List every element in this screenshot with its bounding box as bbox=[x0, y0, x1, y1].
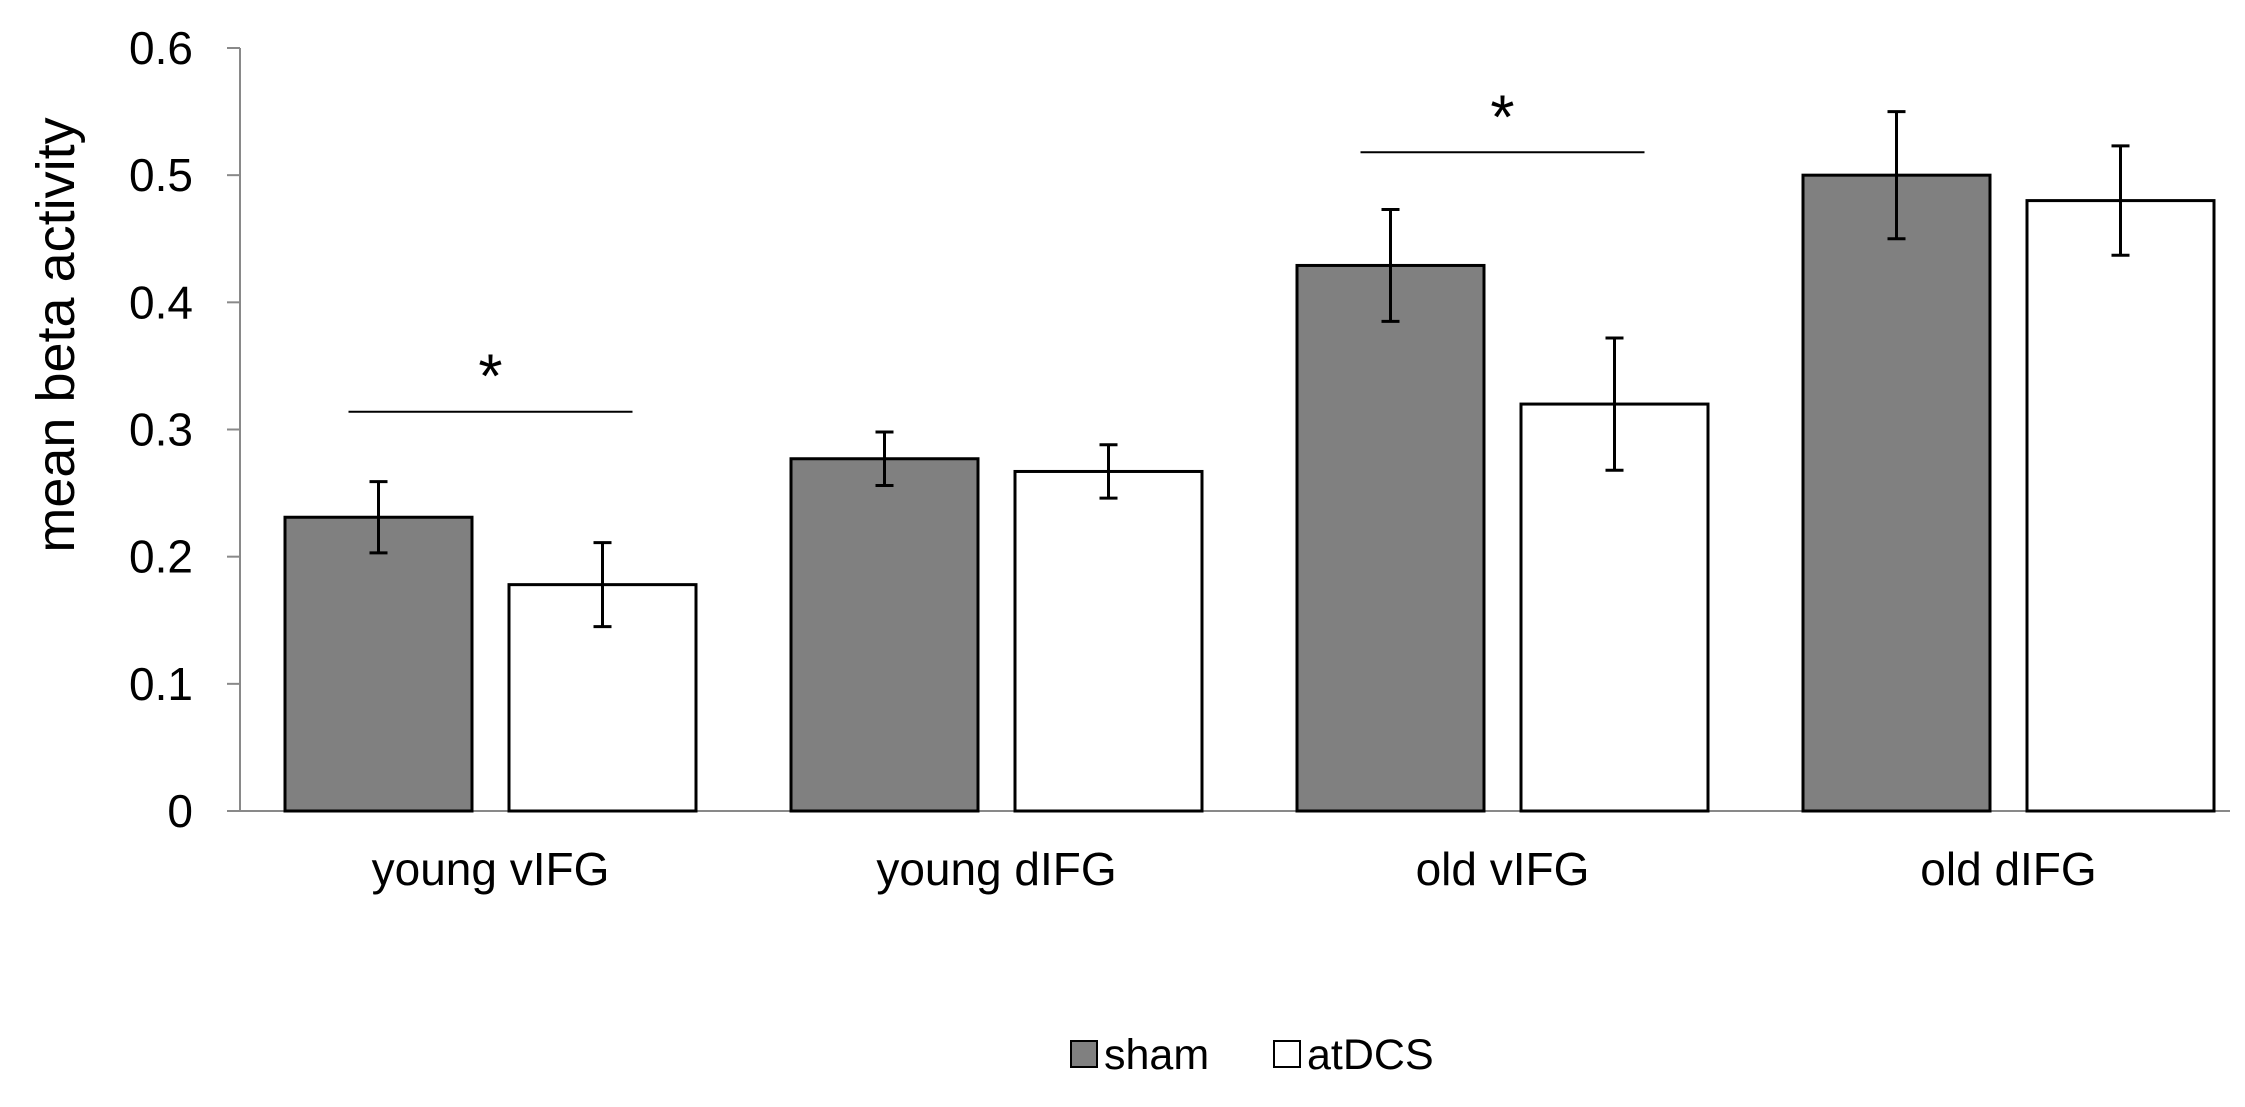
bar bbox=[1295, 263, 1486, 813]
significance-marker: * bbox=[478, 343, 502, 412]
y-tick-label: 0 bbox=[167, 785, 193, 837]
legend-label: atDCS bbox=[1307, 1031, 1434, 1079]
y-tick-label: 0.1 bbox=[129, 658, 193, 710]
significance-marker: * bbox=[1490, 83, 1514, 152]
legend: sham atDCS bbox=[1070, 1031, 1434, 1079]
category-label: young vIFG bbox=[372, 843, 610, 895]
category-label: old dIFG bbox=[1920, 843, 2096, 895]
y-tick-label: 0.4 bbox=[129, 276, 193, 328]
bar bbox=[1801, 173, 1992, 813]
bar bbox=[1519, 402, 1710, 813]
y-tick-label: 0.3 bbox=[129, 404, 193, 456]
bar bbox=[1013, 469, 1204, 813]
legend-label: sham bbox=[1104, 1031, 1209, 1079]
significance-annotations: ** bbox=[348, 83, 1645, 413]
legend-swatch bbox=[1070, 1040, 1098, 1068]
bar bbox=[2025, 199, 2216, 813]
y-tick-label: 0.5 bbox=[129, 149, 193, 201]
category-label: young dIFG bbox=[876, 843, 1116, 895]
bar bbox=[283, 515, 474, 813]
bar bbox=[789, 457, 980, 813]
y-tick-label: 0.6 bbox=[129, 22, 193, 74]
legend-swatch bbox=[1273, 1040, 1301, 1068]
category-label: old vIFG bbox=[1416, 843, 1590, 895]
bars bbox=[283, 173, 2216, 813]
error-bars bbox=[369, 110, 2130, 629]
y-axis-title: mean beta activity bbox=[26, 117, 86, 552]
labels: 0 0.1 0.2 0.3 0.4 0.5 0.6 mean beta activity you… bbox=[26, 22, 2097, 895]
y-tick-label: 0.2 bbox=[129, 531, 193, 583]
